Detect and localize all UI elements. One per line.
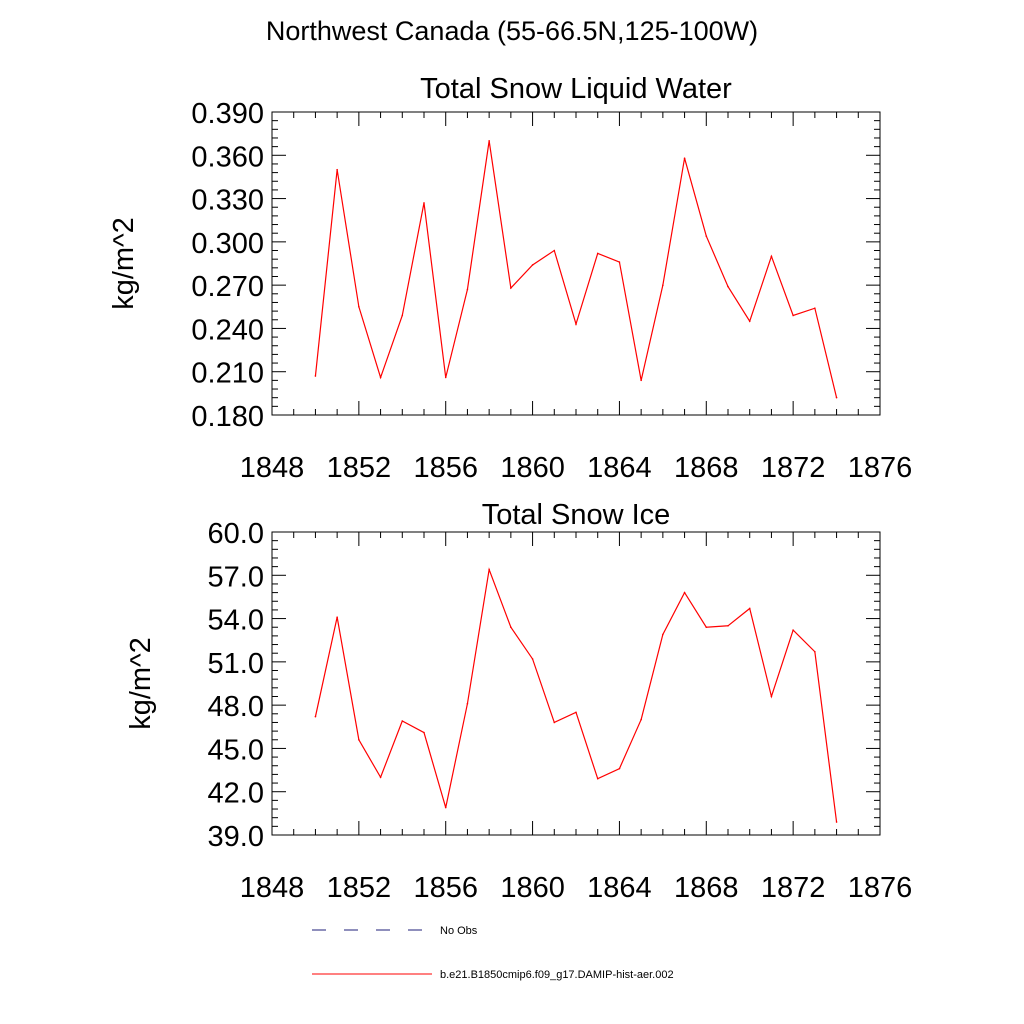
y-tick-label: 0.210 — [191, 358, 264, 390]
figure-suptitle: Northwest Canada (55-66.5N,125-100W) — [265, 16, 759, 46]
y-tick-label: 0.180 — [191, 401, 264, 433]
data-point — [531, 658, 534, 660]
x-tick-label: 1856 — [413, 452, 478, 484]
y-tick-label: 0.300 — [191, 228, 264, 260]
x-tick-label: 1860 — [500, 872, 565, 904]
y-tick-label: 0.270 — [191, 271, 264, 303]
data-point — [553, 249, 556, 252]
y-tick-label: 48.0 — [208, 691, 264, 723]
data-point — [640, 718, 642, 721]
y-tick-label: 42.0 — [208, 778, 264, 810]
data-point — [314, 715, 317, 718]
y-tick-label: 45.0 — [208, 734, 264, 766]
data-point — [575, 711, 577, 714]
x-tick-label: 1876 — [848, 872, 913, 904]
data-point — [835, 821, 838, 823]
data-point — [814, 650, 816, 653]
x-tick-label: 1872 — [761, 872, 826, 904]
chart-title: Total Snow Liquid Water — [420, 73, 732, 105]
data-point — [379, 776, 382, 779]
data-point — [662, 284, 664, 286]
legend: No Obs b.e21.B1850cmip6.f09_g17.DAMIP-his… — [312, 925, 674, 981]
y-tick-label: 0.390 — [191, 98, 264, 130]
series-line — [314, 140, 838, 398]
data-point — [705, 235, 708, 237]
x-tick-label: 1864 — [587, 452, 652, 484]
data-point — [748, 607, 751, 610]
y-axis-label: kg/m^2 — [125, 637, 157, 730]
data-point — [314, 375, 317, 377]
data-point — [770, 255, 773, 258]
data-point — [662, 633, 664, 636]
y-tick-label: 60.0 — [208, 518, 264, 550]
y-tick-label: 57.0 — [208, 561, 264, 593]
data-point — [683, 591, 686, 594]
data-point — [770, 695, 773, 698]
x-tick-label: 1848 — [240, 452, 305, 484]
x-tick-label: 1876 — [848, 452, 913, 484]
chart-title: Total Snow Ice — [482, 499, 671, 531]
data-point — [814, 307, 816, 310]
data-point — [444, 806, 447, 809]
data-point — [727, 624, 729, 627]
x-tick-label: 1852 — [327, 872, 392, 904]
data-point — [423, 731, 425, 734]
data-point — [401, 314, 404, 317]
data-point — [358, 305, 360, 308]
plot-frame — [271, 111, 881, 416]
data-point — [683, 157, 686, 159]
data-point — [596, 252, 599, 255]
data-point — [618, 261, 621, 263]
data-point — [575, 323, 577, 325]
data-point — [835, 396, 838, 399]
data-point — [748, 320, 751, 323]
x-tick-label: 1848 — [240, 872, 305, 904]
x-tick-label: 1864 — [587, 872, 652, 904]
data-point — [510, 626, 512, 629]
data-point — [510, 287, 512, 289]
legend-label-2: b.e21.B1850cmip6.f09_g17.DAMIP-hist-aer.… — [440, 969, 674, 981]
legend-label-1: No Obs — [440, 925, 478, 937]
data-point — [336, 616, 338, 618]
data-point — [531, 264, 534, 266]
y-axis-label: kg/m^2 — [108, 217, 140, 310]
data-point — [401, 720, 404, 722]
data-point — [488, 140, 490, 142]
x-tick-label: 1868 — [674, 872, 739, 904]
y-tick-label: 54.0 — [208, 605, 264, 637]
data-point — [705, 626, 708, 629]
data-point — [379, 376, 382, 379]
data-point — [618, 767, 621, 770]
data-point — [727, 285, 729, 288]
series-line — [314, 567, 838, 823]
data-point — [792, 629, 794, 631]
y-tick-label: 0.360 — [191, 141, 264, 173]
chart-panel-2: Total Snow Ice kg/m^2 1848 1852 1856 1860 1864… — [125, 499, 912, 904]
chart-panel-1: Total Snow Liquid Water kg/m^2 1848 1852 185… — [108, 73, 912, 484]
data-point — [336, 168, 338, 171]
y-tick-label: 51.0 — [208, 648, 264, 680]
x-tick-label: 1860 — [500, 452, 565, 484]
y-tick-label: 39.0 — [208, 821, 264, 853]
data-point — [792, 314, 794, 317]
data-point — [488, 568, 490, 571]
plot-frame — [271, 531, 881, 836]
x-tick-label: 1852 — [327, 452, 392, 484]
data-point — [640, 379, 642, 382]
data-point — [358, 738, 360, 741]
data-point — [466, 288, 469, 291]
data-point — [423, 202, 425, 204]
data-point — [553, 721, 556, 724]
data-point — [466, 702, 469, 705]
x-tick-label: 1872 — [761, 452, 826, 484]
data-point — [596, 777, 599, 780]
x-tick-label: 1856 — [413, 872, 478, 904]
data-point — [444, 376, 447, 379]
y-tick-label: 0.240 — [191, 314, 264, 346]
y-tick-label: 0.330 — [191, 185, 264, 217]
x-tick-label: 1868 — [674, 452, 739, 484]
